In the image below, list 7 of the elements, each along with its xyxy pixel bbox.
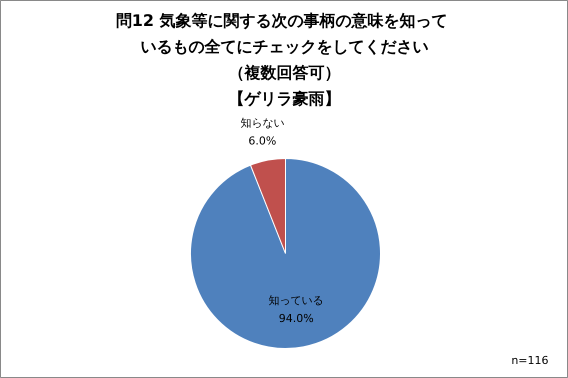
chart-subtitle: （複数回答可）【ゲリラ豪雨】	[228, 63, 340, 108]
data-label: 6.0%	[248, 134, 276, 148]
text: n=116	[511, 354, 549, 367]
data-label: 94.0%	[278, 312, 314, 325]
slice-label: 知っている	[268, 294, 324, 307]
slice-label: 知らない	[240, 116, 284, 130]
chart-title: 問12 気象等に関する次の事柄の意味を知っているもの全てにチェックをしてください	[116, 11, 448, 56]
